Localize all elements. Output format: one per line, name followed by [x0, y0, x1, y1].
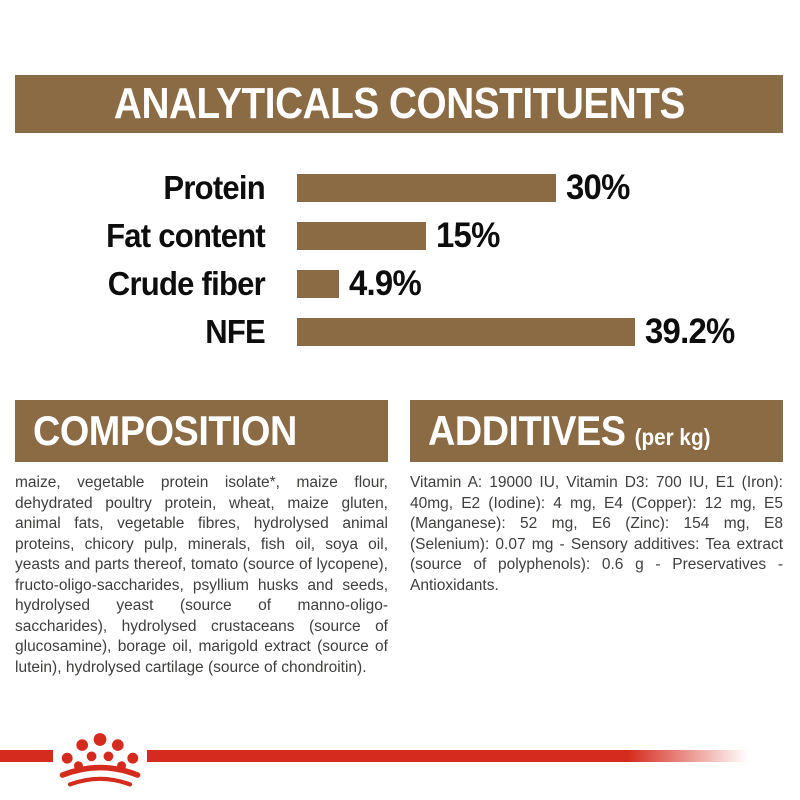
chart-bar — [297, 270, 339, 298]
chart-row: Protein 30% — [0, 164, 800, 212]
chart-category-label: Protein — [163, 169, 265, 206]
composition-body: maize, vegetable protein isolate*, maize… — [15, 474, 388, 676]
composition-heading: COMPOSITION — [33, 407, 297, 454]
additives-section: ADDITIVES (per kg) Vitamin A: 19000 IU, … — [410, 400, 783, 596]
chart-row: NFE 39.2% — [0, 308, 800, 356]
chart-value-label: 4.9% — [349, 264, 422, 303]
chart-bar — [297, 174, 556, 202]
chart-value-label: 30% — [566, 168, 630, 207]
additives-heading: ADDITIVES — [428, 407, 626, 454]
composition-heading-bar: COMPOSITION — [15, 400, 388, 462]
chart-category-label: Fat content — [106, 217, 266, 254]
chart-row: Fat content 15% — [0, 212, 800, 260]
additives-body: Vitamin A: 19000 IU, Vitamin D3: 700 IU,… — [410, 474, 783, 594]
chart-value-label: 15% — [436, 216, 500, 255]
footer-red-bar-right — [147, 750, 748, 762]
footer-red-bar-left — [0, 750, 53, 762]
additives-heading-bar: ADDITIVES (per kg) — [410, 400, 783, 462]
chart-row: Crude fiber 4.9% — [0, 260, 800, 308]
additives-per-kg-label: (per kg) — [634, 424, 711, 450]
page-title: ANALYTICALS CONSTITUENTS — [113, 79, 685, 128]
royal-canin-crown-icon — [59, 733, 141, 787]
analytical-chart: Protein 30% Fat content 15% Crude fiber 4.9% N… — [0, 164, 800, 356]
composition-section: COMPOSITION maize, vegetable protein iso… — [15, 400, 388, 678]
chart-value-label: 39.2% — [645, 312, 735, 351]
analyticals-title-bar: ANALYTICALS CONSTITUENTS — [15, 75, 783, 133]
chart-category-label: Crude fiber — [107, 265, 266, 302]
chart-bar — [297, 222, 426, 250]
chart-category-label: NFE — [205, 313, 266, 350]
chart-bar — [297, 318, 635, 346]
